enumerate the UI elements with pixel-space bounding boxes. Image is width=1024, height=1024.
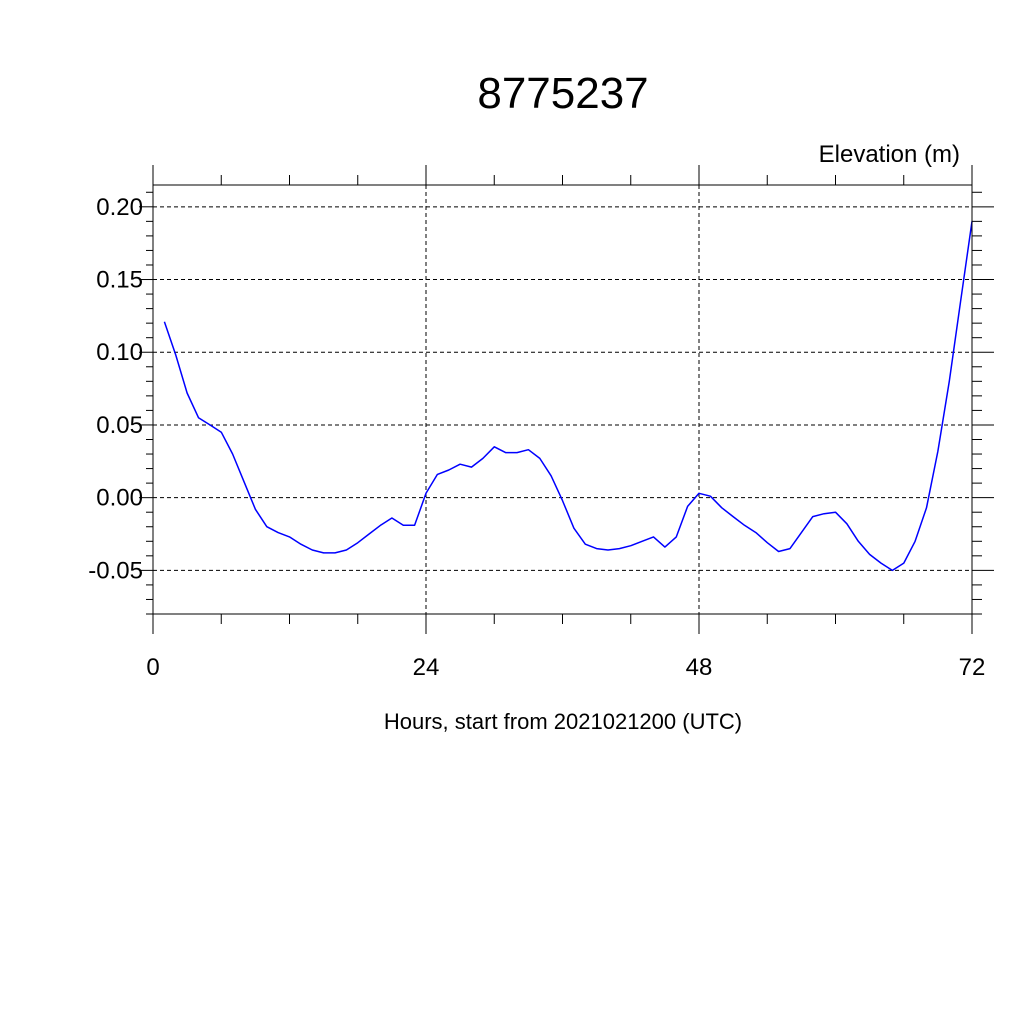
- y-axis-label: Elevation (m): [819, 141, 960, 168]
- y-tick-label: 0.10: [96, 339, 143, 366]
- y-tick-label: -0.05: [88, 557, 143, 584]
- y-tick-label: 0.05: [96, 412, 143, 439]
- major-ticks: [139, 165, 994, 634]
- series-line: [163, 221, 973, 572]
- x-tick-label: 72: [959, 654, 986, 681]
- series-layer: [163, 221, 973, 572]
- y-tick-label: 0.00: [96, 485, 143, 512]
- plot-frame: [152, 184, 973, 615]
- x-tick-label: 48: [686, 654, 713, 681]
- minor-ticks: [146, 175, 982, 624]
- y-tick-label: 0.20: [96, 194, 143, 221]
- x-tick-label: 24: [413, 654, 440, 681]
- x-tick-labels: 0 24 48 72: [146, 654, 985, 681]
- grid-lines: [153, 185, 972, 614]
- y-tick-label: 0.15: [96, 267, 143, 294]
- x-tick-label: 0: [146, 654, 159, 681]
- chart-title: 8775237: [477, 69, 648, 118]
- x-axis-label: Hours, start from 2021021200 (UTC): [384, 709, 742, 734]
- y-tick-labels: 0.20 0.15 0.10 0.05 0.00 -0.05: [88, 194, 143, 585]
